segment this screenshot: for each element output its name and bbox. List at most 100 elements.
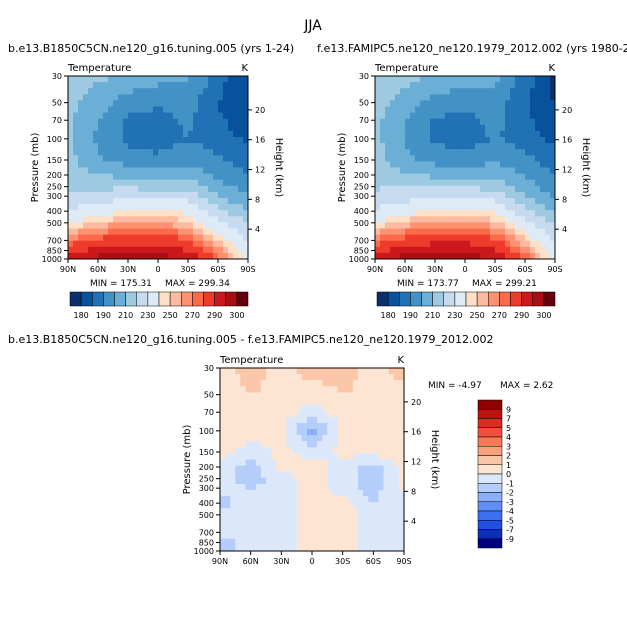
heatmap-cell (490, 149, 496, 156)
heatmap-cell (266, 441, 272, 448)
heatmap-cell (425, 82, 431, 89)
heatmap-cell (158, 155, 164, 162)
heatmap-cell (312, 520, 318, 527)
heatmap-cell (500, 149, 506, 156)
heatmap-cell (276, 453, 282, 460)
heatmap-cell (266, 453, 272, 460)
heatmap-cell (375, 106, 381, 113)
heatmap-cell (405, 124, 411, 132)
heatmap-cell (470, 198, 476, 205)
heatmap-cell (455, 234, 461, 242)
heatmap-cell (118, 198, 124, 205)
heatmap-cell (450, 112, 456, 120)
heatmap-cell (198, 222, 204, 229)
heatmap-cell (332, 532, 338, 540)
heatmap-cell (133, 112, 139, 120)
heatmap-cell (255, 483, 262, 491)
heatmap-cell (143, 240, 149, 248)
heatmap-cell (223, 204, 229, 211)
colorbar-swatch (387, 291, 400, 307)
heatmap-cell (113, 124, 119, 132)
heatmap-cell (390, 88, 396, 95)
heatmap-cell (430, 240, 436, 248)
max-value: MAX = 299.34 (165, 279, 230, 289)
heatmap-cell (233, 240, 239, 248)
heatmap-cell (153, 173, 159, 181)
heatmap-cell (368, 544, 374, 552)
heatmap-cell (93, 167, 99, 174)
heatmap-cell (235, 429, 241, 436)
heatmap-cell (98, 198, 104, 205)
heatmap-cell (113, 216, 119, 223)
heatmap-cell (515, 124, 521, 132)
heatmap-cell (98, 216, 104, 223)
heatmap-cell (250, 477, 257, 485)
heatmap-cell (460, 124, 466, 132)
heatmap-cell (108, 88, 114, 95)
heatmap-cell (535, 167, 541, 174)
heatmap-cell (390, 252, 396, 260)
heatmap-cell (123, 185, 129, 193)
heatmap-cell (133, 246, 139, 254)
heatmap-cell (276, 374, 282, 381)
heatmap-cell (233, 137, 239, 144)
heatmap-cell (98, 94, 104, 101)
height-tick-label: 8 (255, 195, 260, 204)
heatmap-cell (178, 76, 184, 83)
heatmap-cell (123, 100, 129, 107)
heatmap-cell (83, 149, 89, 156)
heatmap-cell (430, 161, 436, 168)
heatmap-cell (158, 94, 164, 101)
heatmap-cell (545, 240, 551, 248)
heatmap-cell (163, 149, 169, 156)
heatmap-cell (78, 106, 84, 113)
heatmap-cell (495, 94, 501, 101)
heatmap-cell (173, 100, 179, 107)
heatmap-cell (373, 429, 379, 436)
heatmap-cell (138, 198, 144, 205)
heatmap-cell (240, 422, 246, 430)
heatmap-cell (235, 441, 241, 448)
heatmap-cell (163, 155, 169, 162)
heatmap-cell (178, 149, 184, 156)
heatmap-cell (225, 447, 231, 454)
heatmap-cell (485, 88, 491, 95)
heatmap-cell (73, 240, 79, 248)
heatmap-cell (400, 118, 406, 126)
colorbar-swatch (477, 427, 503, 438)
heatmap-cell (168, 137, 174, 144)
heatmap-cell (520, 173, 526, 181)
heatmap-cell (400, 185, 406, 193)
heatmap-cell (317, 374, 323, 381)
heatmap-cell (218, 130, 224, 138)
heatmap-cell (515, 161, 521, 168)
heatmap-cell (113, 246, 119, 254)
heatmap-cell (296, 538, 303, 546)
heatmap-cell (148, 112, 154, 120)
heatmap-cell (525, 143, 531, 150)
heatmap-cell (380, 222, 386, 229)
heatmap-cell (390, 179, 396, 187)
heatmap-cell (260, 502, 267, 509)
heatmap-cell (198, 124, 204, 132)
heatmap-cell (435, 216, 441, 223)
colorbar-swatch (465, 291, 478, 307)
heatmap-cell (495, 124, 501, 132)
height-tick-label: 12 (411, 458, 421, 467)
colorbar-label: -5 (506, 516, 514, 525)
heatmap-cell (470, 82, 476, 89)
heatmap-cell (420, 198, 426, 205)
heatmap-cell (238, 246, 244, 254)
heatmap-cell (352, 447, 359, 454)
heatmap-cell (363, 496, 369, 503)
heatmap-cell (445, 228, 451, 235)
heatmap-cell (545, 130, 551, 138)
heatmap-cell (327, 392, 333, 399)
heatmap-cell (68, 246, 74, 254)
heatmap-cell (358, 422, 364, 430)
heatmap-cell (455, 173, 461, 181)
heatmap-cell (465, 137, 471, 144)
heatmap-cell (203, 210, 209, 217)
heatmap-cell (445, 198, 451, 205)
heatmap-cell (68, 88, 74, 95)
